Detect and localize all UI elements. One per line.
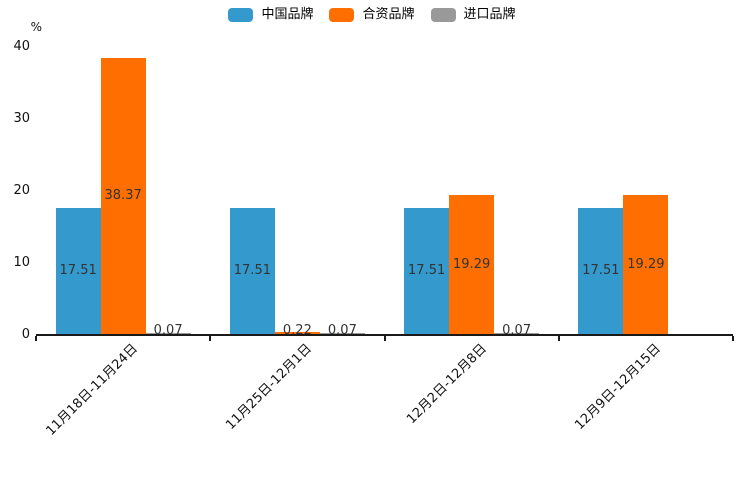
legend-swatch-icon [329, 8, 355, 22]
bar-value-label: 19.29 [627, 256, 665, 272]
bar-中国品牌-1[interactable] [229, 207, 275, 334]
legend-swatch-icon [228, 8, 254, 22]
x-axis-line [36, 334, 733, 336]
x-axis-tick [732, 336, 734, 341]
legend-item-合资品牌[interactable]: 合资品牌 [329, 7, 415, 22]
bar-中国品牌-3[interactable] [578, 207, 624, 334]
bar-中国品牌-2[interactable] [404, 207, 450, 334]
bar-value-label: 0.07 [502, 323, 532, 338]
bar-value-label: 17.51 [59, 262, 97, 278]
legend-swatch-icon [430, 8, 456, 22]
bar-合资品牌-0[interactable] [100, 57, 146, 334]
legend-item-进口品牌[interactable]: 进口品牌 [430, 7, 516, 22]
y-axis-unit-label: % [30, 20, 42, 34]
bar-合资品牌-2[interactable] [449, 195, 495, 334]
x-axis-tick [35, 336, 37, 341]
x-axis-tick [209, 336, 212, 341]
bar-value-label: 0.07 [153, 323, 183, 338]
x-axis-tick [383, 336, 386, 341]
bar-value-label: 0.22 [282, 323, 312, 338]
bar-value-label: 38.37 [104, 187, 142, 203]
legend-label: 合资品牌 [362, 7, 415, 22]
x-category-label: 11月25日-12月1日 [223, 341, 316, 433]
y-tick-label: 40 [13, 39, 30, 54]
bar-value-label: 17.51 [233, 262, 271, 278]
x-category-label: 11月18日-11月24日 [43, 341, 142, 439]
bar-value-label: 17.51 [408, 262, 446, 278]
bar-value-label: 0.07 [327, 323, 357, 338]
bar-进口品牌-0[interactable] [145, 333, 191, 334]
bar-中国品牌-0[interactable] [55, 207, 101, 334]
legend-label: 进口品牌 [463, 7, 516, 22]
legend-label: 中国品牌 [261, 7, 314, 22]
bar-进口品牌-1[interactable] [319, 333, 365, 334]
y-tick-label: 30 [13, 111, 30, 126]
y-tick-label: 0 [21, 327, 30, 342]
x-category-label: 12月9日-12月15日 [572, 341, 664, 433]
y-tick-label: 20 [13, 183, 30, 198]
bar-value-label: 19.29 [453, 256, 491, 272]
bar-进口品牌-2[interactable] [494, 333, 540, 334]
bar-合资品牌-3[interactable] [623, 195, 669, 334]
bar-value-label: 17.51 [582, 262, 620, 278]
y-tick-label: 10 [13, 255, 30, 270]
x-axis-tick [557, 336, 560, 341]
legend: 中国品牌 合资品牌 进口品牌 [0, 8, 744, 22]
bar-合资品牌-1[interactable] [274, 332, 320, 334]
legend-item-中国品牌[interactable]: 中国品牌 [228, 8, 313, 22]
x-category-label: 12月2日-12月8日 [403, 341, 490, 428]
